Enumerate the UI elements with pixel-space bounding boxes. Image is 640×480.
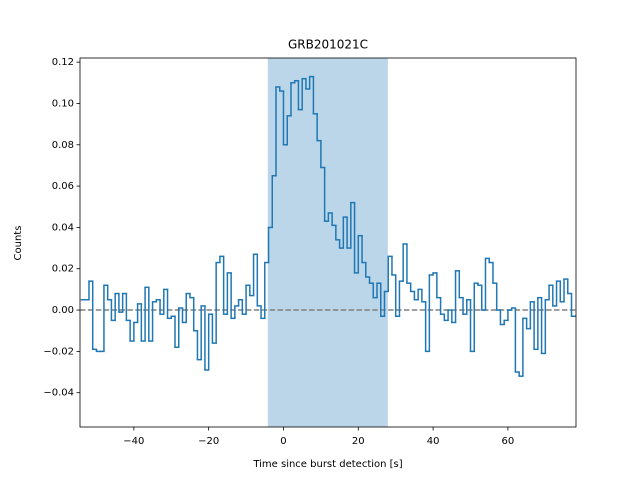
x-tick-label: 40	[427, 436, 440, 447]
x-tick-label: 60	[502, 436, 515, 447]
x-tick-label: −20	[198, 436, 219, 447]
plot-frame	[79, 57, 577, 428]
x-tick-label: 0	[280, 436, 286, 447]
y-tick-label: −0.02	[43, 346, 74, 357]
y-tick-label: 0.04	[52, 222, 74, 233]
y-tick-label: 0.10	[52, 98, 74, 109]
y-tick-label: 0.12	[52, 57, 74, 68]
chart-title: GRB201021C	[288, 38, 368, 52]
x-tick-label: 20	[352, 436, 365, 447]
y-tick-label: 0.00	[52, 305, 74, 316]
y-tick-label: 0.06	[52, 181, 74, 192]
x-axis-label: Time since burst detection [s]	[252, 459, 402, 470]
y-tick-label: 0.08	[52, 140, 74, 151]
y-tick-label: −0.04	[43, 388, 74, 399]
x-tick-label: −40	[123, 436, 144, 447]
highlight-span	[267, 58, 388, 427]
y-axis-label: Counts	[13, 226, 24, 261]
y-tick-label: 0.02	[52, 264, 74, 275]
